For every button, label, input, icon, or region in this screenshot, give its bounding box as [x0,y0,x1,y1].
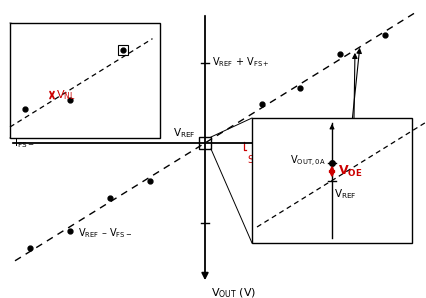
Text: V$_\mathregular{OUT, 0 A}$: V$_\mathregular{OUT, 0 A}$ [291,154,326,169]
Text: best fit linear: best fit linear [310,49,375,218]
Text: V$_\mathregular{REF}$ – V$_\mathregular{FS-}$: V$_\mathregular{REF}$ – V$_\mathregular{… [78,226,132,240]
Text: V$_\mathregular{OUT}$ (V): V$_\mathregular{OUT}$ (V) [211,286,256,298]
Bar [118,45,127,55]
Bar [199,137,211,149]
Text: I$_\mathregular{FS-}$: I$_\mathregular{FS-}$ [14,136,35,150]
Text: I$_\mathregular{IN}$ (A): I$_\mathregular{IN}$ (A) [374,135,406,149]
Text: V$_\mathregular{REF}$ + V$_\mathregular{FS+}$: V$_\mathregular{REF}$ + V$_\mathregular{… [212,55,270,69]
Text: S = Slope (V/A): S = Slope (V/A) [248,155,328,165]
Text: V$_\mathregular{REF}$: V$_\mathregular{REF}$ [334,188,357,201]
Bar [252,118,412,243]
Text: I$_\mathregular{FS+}$: I$_\mathregular{FS+}$ [389,136,410,150]
Bar [10,23,160,138]
Text: V$_\mathregular{OE}$: V$_\mathregular{OE}$ [338,164,363,179]
Text: V$_\mathregular{REF}$: V$_\mathregular{REF}$ [173,126,196,140]
Text: V$_\mathregular{NL}$: V$_\mathregular{NL}$ [56,88,76,102]
Text: best fit linear: best fit linear [320,54,385,215]
